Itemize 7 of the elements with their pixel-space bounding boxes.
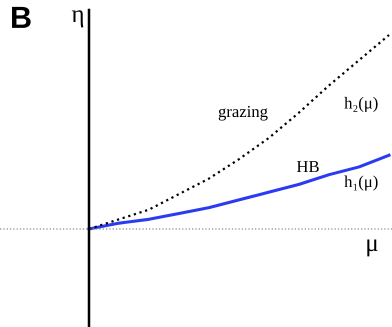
annotation: grazing <box>218 106 268 121</box>
series-label: h₂(μ) <box>344 96 378 112</box>
x-axis-title: μ <box>367 240 378 256</box>
series-label: h₁(μ) <box>344 175 378 191</box>
y-axis-title: η <box>72 10 84 28</box>
annotation: HB <box>296 161 319 172</box>
chart-title: B <box>12 6 31 28</box>
